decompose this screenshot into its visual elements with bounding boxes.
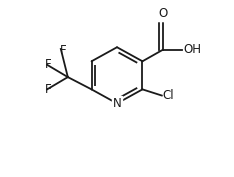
Text: OH: OH — [184, 43, 202, 56]
Text: F: F — [45, 83, 52, 96]
Text: O: O — [158, 7, 167, 20]
Text: N: N — [113, 97, 121, 110]
Text: F: F — [60, 44, 66, 57]
Text: Cl: Cl — [163, 89, 174, 102]
Text: F: F — [45, 58, 52, 71]
